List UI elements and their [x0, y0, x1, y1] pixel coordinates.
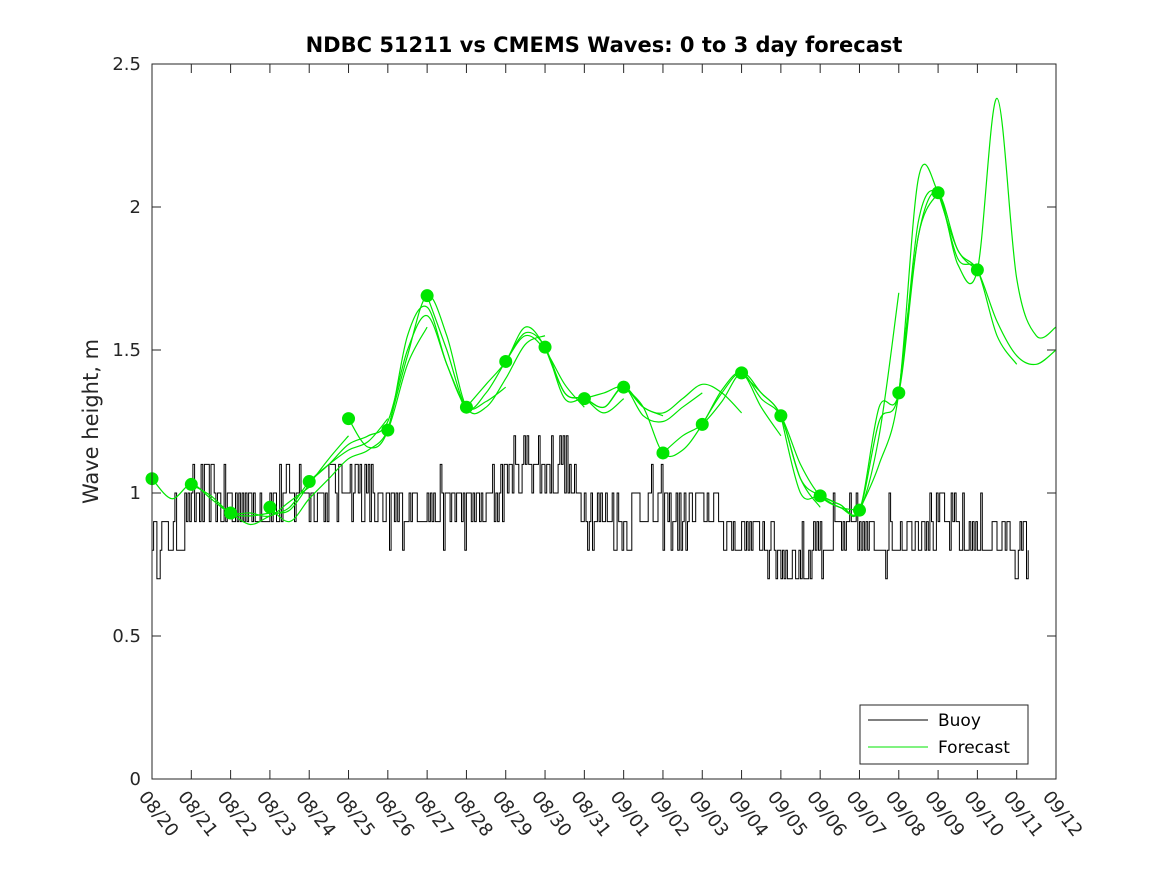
forecast-point	[931, 186, 945, 200]
chart-title: NDBC 51211 vs CMEMS Waves: 0 to 3 day fo…	[306, 33, 903, 57]
forecast-point	[577, 392, 591, 406]
forecast-point	[774, 409, 788, 423]
forecast-point	[499, 354, 513, 368]
y-axis-label: Wave height, m	[79, 339, 103, 504]
forecast-point	[302, 475, 316, 489]
legend-box	[859, 704, 1029, 765]
forecast-point	[617, 380, 631, 394]
forecast-point	[970, 263, 984, 277]
axes-box	[151, 63, 1057, 780]
y-tick-labels: 0 0.5 1 1.5 2 2.5	[112, 54, 141, 790]
forecast-point	[263, 500, 277, 514]
legend-label-buoy: Buoy	[938, 711, 981, 731]
forecast-point	[342, 412, 356, 426]
forecast-point	[459, 400, 473, 414]
plot-area	[152, 64, 1056, 779]
forecast-point	[735, 366, 749, 380]
forecast-point	[813, 489, 827, 503]
y-tick-label: 1	[130, 483, 141, 504]
buoy-series	[152, 435, 1029, 580]
y-tick-label: 2.5	[112, 54, 141, 75]
y-tick-label: 0.5	[112, 626, 141, 647]
forecast-run-line	[898, 97, 1057, 393]
legend-label-forecast: Forecast	[938, 738, 1010, 758]
forecast-point	[381, 423, 395, 437]
forecast-run-line	[937, 192, 1057, 366]
buoy-line	[152, 435, 1029, 580]
forecast-point	[224, 506, 238, 520]
y-tick-label: 0	[130, 769, 141, 790]
forecast-point	[420, 289, 434, 303]
forecast-point	[695, 417, 709, 431]
forecast-point	[852, 503, 866, 517]
forecast-run-line	[347, 305, 507, 449]
forecast-point	[656, 446, 670, 460]
forecast-run-line	[269, 326, 428, 523]
forecast-run-line	[584, 383, 743, 414]
y-tick-label: 1.5	[112, 340, 141, 361]
axis-ticks	[151, 63, 1057, 780]
legend: Buoy Forecast	[859, 704, 1029, 765]
forecast-point	[538, 340, 552, 354]
forecast-run-line	[858, 163, 1018, 511]
y-tick-label: 2	[130, 197, 141, 218]
forecast-point	[184, 477, 198, 491]
forecast-markers	[145, 186, 984, 520]
forecast-point	[892, 386, 906, 400]
